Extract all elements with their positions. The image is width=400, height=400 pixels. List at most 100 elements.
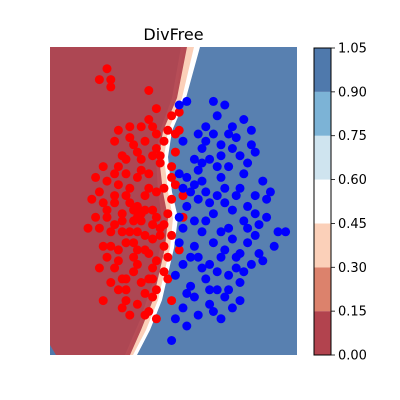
blue-point-43	[231, 191, 241, 201]
blue-point-101	[231, 252, 241, 262]
red-point-44	[110, 136, 120, 146]
red-point-50	[148, 122, 158, 132]
blue-point-12	[239, 169, 249, 179]
blue-point-30	[197, 263, 207, 273]
red-point-105	[117, 303, 127, 313]
red-series	[83, 64, 188, 324]
red-point-59	[102, 176, 112, 186]
blue-point-15	[220, 183, 230, 193]
red-point-102	[121, 285, 131, 295]
blue-point-59	[243, 201, 253, 211]
red-point-128	[159, 267, 169, 277]
blue-point-39	[182, 321, 192, 331]
red-point-11	[148, 151, 158, 161]
blue-point-24	[250, 230, 260, 240]
red-point-71	[151, 104, 161, 114]
colorbar-frame	[313, 47, 332, 356]
plot-area	[50, 47, 297, 355]
red-point-120	[144, 169, 154, 179]
blue-point-49	[254, 249, 264, 258]
blue-point-64	[235, 183, 245, 193]
red-point-33	[140, 230, 150, 240]
blue-point-84	[170, 314, 180, 324]
red-point-56	[132, 227, 142, 237]
blue-point-107	[258, 256, 268, 266]
red-point-81	[163, 209, 173, 219]
red-point-94	[125, 198, 135, 208]
blue-point-5	[201, 122, 211, 132]
blue-point-76	[174, 169, 184, 179]
blue-point-98	[201, 187, 211, 197]
contour-corner-low	[50, 345, 56, 355]
colorbar-band-4	[314, 135, 331, 180]
blue-point-28	[216, 252, 226, 262]
red-point-47	[151, 187, 161, 197]
red-point-53	[94, 263, 104, 273]
blue-point-54	[189, 292, 199, 302]
blue-point-88	[262, 194, 272, 204]
red-point-101	[129, 267, 139, 277]
blue-point-99	[220, 198, 230, 208]
red-point-108	[136, 122, 146, 132]
blue-point-9	[250, 147, 260, 157]
blue-point-52	[231, 263, 241, 273]
blue-point-21	[201, 216, 211, 226]
red-point-45	[151, 144, 161, 153]
red-point-88	[174, 107, 184, 117]
red-point-114	[140, 245, 150, 255]
red-point-98	[106, 227, 116, 237]
blue-point-3	[212, 111, 222, 121]
blue-point-68	[182, 172, 192, 182]
red-point-8	[129, 140, 139, 150]
colorbar-band-5	[314, 91, 331, 136]
blue-point-100	[243, 223, 253, 233]
red-point-67	[132, 147, 142, 157]
red-point-64	[98, 296, 108, 306]
blue-point-72	[193, 129, 203, 139]
red-point-49	[94, 187, 104, 197]
red-point-30	[117, 216, 127, 226]
red-point-15	[148, 205, 158, 215]
blue-point-55	[220, 292, 230, 302]
red-point-35	[121, 238, 131, 248]
blue-point-7	[197, 144, 207, 153]
blue-point-20	[239, 216, 249, 226]
red-point-129	[174, 125, 184, 135]
blue-point-31	[224, 270, 234, 280]
blue-point-10	[189, 154, 199, 164]
colorbar: 0.00 0.15 0.30 0.45 0.60 0.75 0.90 1.05	[313, 42, 367, 364]
blue-point-94	[224, 129, 234, 139]
colorbar-tick-label-2: 0.30	[338, 261, 367, 276]
red-point-127	[132, 245, 142, 255]
blue-point-71	[201, 136, 211, 146]
red-point-117	[91, 172, 101, 182]
blue-point-67	[243, 158, 253, 168]
red-point-20	[106, 241, 116, 251]
blue-point-109	[189, 216, 199, 226]
blue-point-32	[186, 281, 196, 291]
red-point-28	[132, 299, 142, 309]
red-point-126	[98, 198, 108, 208]
red-point-61	[144, 115, 154, 124]
red-point-3	[102, 64, 112, 74]
red-point-125	[110, 169, 120, 179]
red-point-77	[167, 296, 177, 306]
red-point-96	[110, 220, 120, 230]
blue-point-56	[235, 296, 245, 306]
blue-point-11	[212, 162, 222, 172]
red-point-55	[148, 274, 158, 284]
colorbar-tick-label-1: 0.15	[338, 305, 367, 320]
blue-point-69	[231, 133, 241, 143]
red-point-12	[140, 191, 150, 201]
red-point-82	[167, 194, 177, 204]
blue-point-81	[178, 259, 188, 269]
blue-point-27	[189, 241, 199, 251]
blue-point-2	[174, 100, 184, 110]
blue-point-65	[224, 162, 234, 172]
blue-point-86	[182, 96, 192, 106]
blue-point-57	[208, 307, 218, 316]
red-point-112	[163, 274, 173, 284]
red-point-86	[155, 151, 165, 161]
blue-point-37	[193, 310, 203, 320]
blue-point-83	[182, 288, 192, 298]
